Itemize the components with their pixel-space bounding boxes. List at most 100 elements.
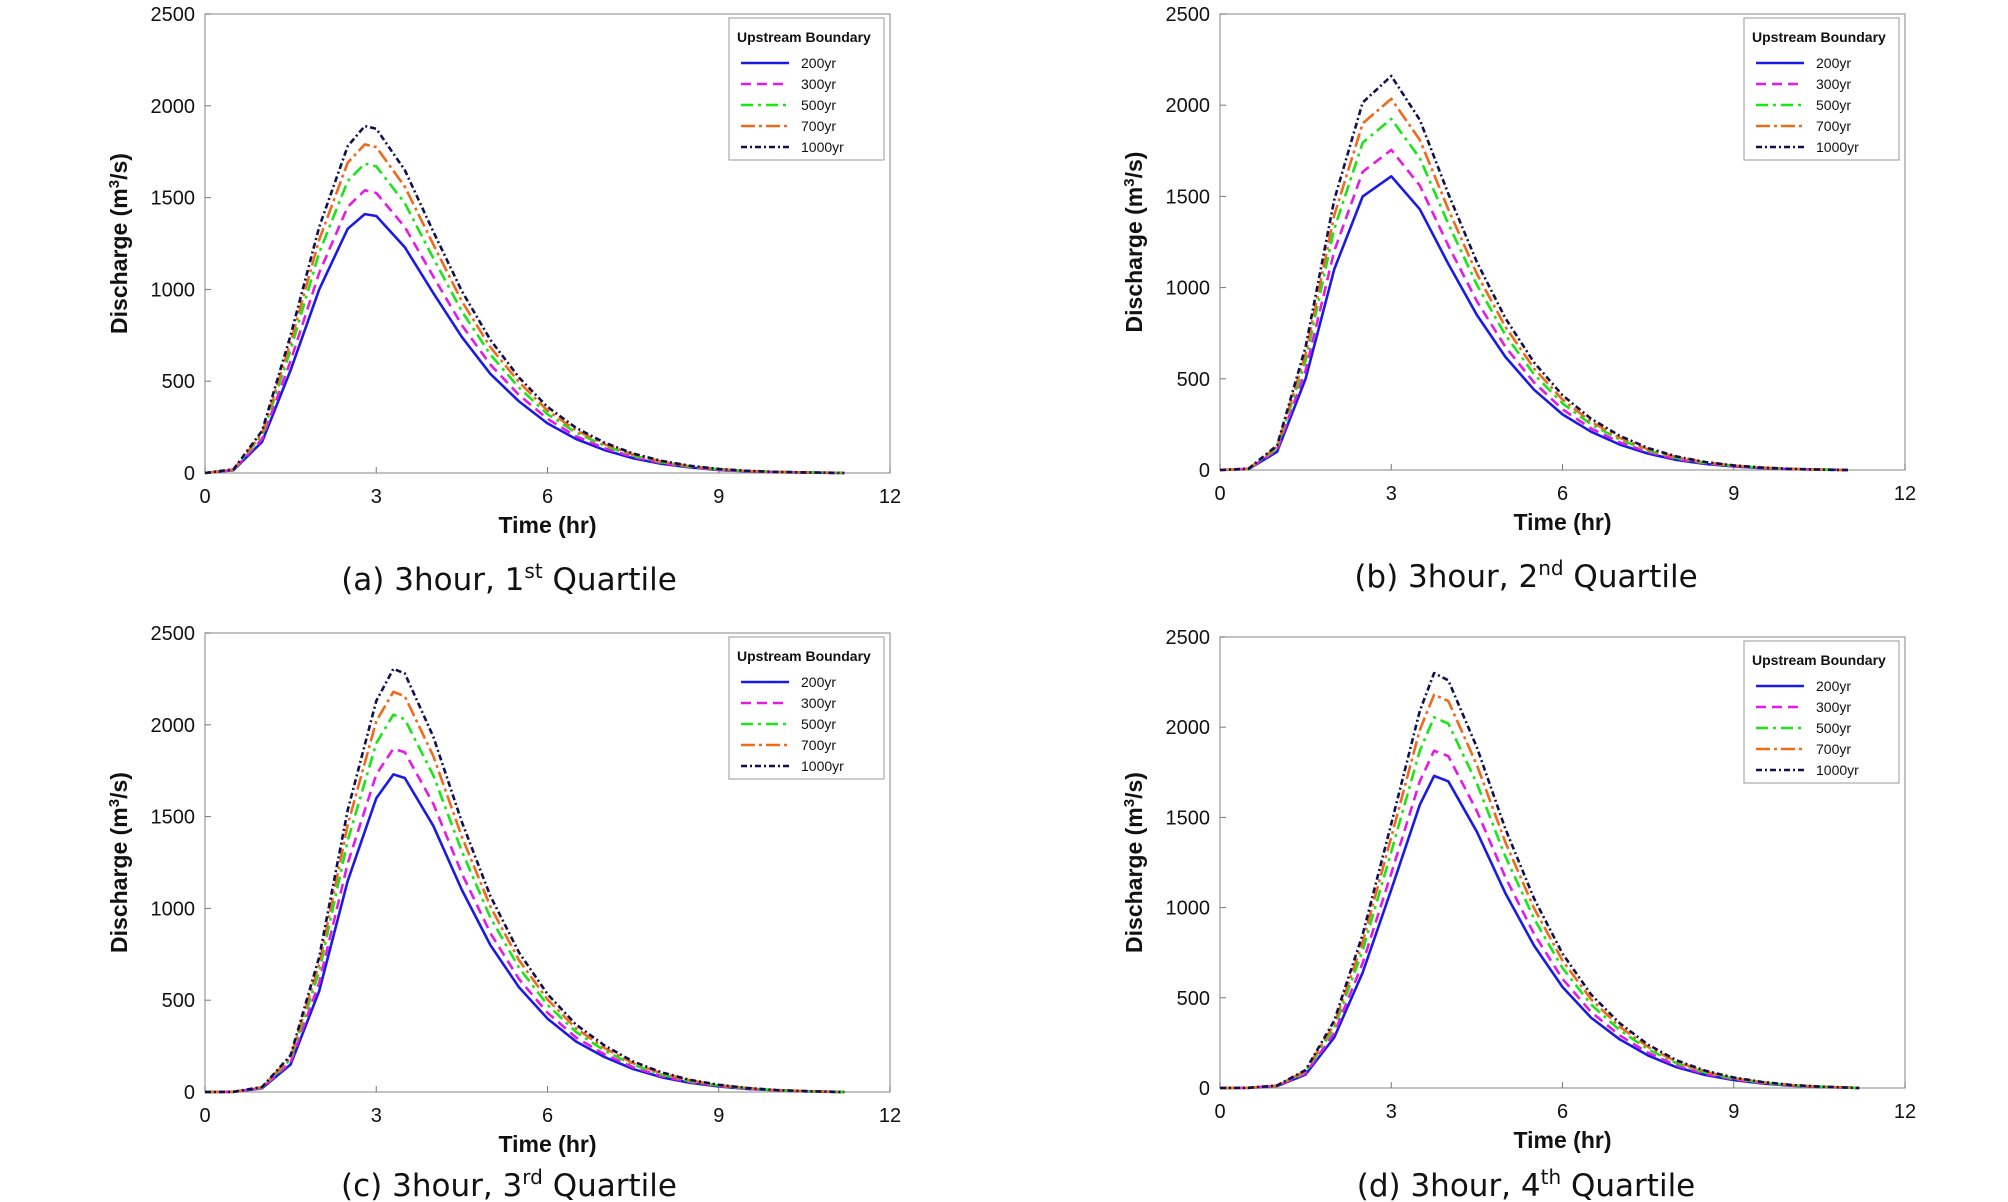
x-tick-label: 12	[879, 486, 901, 508]
legend-label-500yr: 500yr	[801, 97, 836, 113]
caption-suffix: Quartile	[1564, 559, 1698, 595]
legend-title: Upstream Boundary	[737, 29, 871, 45]
legend-label-200yr: 200yr	[801, 674, 836, 690]
legend-label-700yr: 700yr	[801, 737, 836, 753]
y-axis-label-main: Discharge (m	[106, 188, 132, 334]
legend-label-1000yr: 1000yr	[1816, 762, 1859, 778]
y-tick-label: 2500	[1166, 4, 1211, 26]
y-tick-label: 2500	[1166, 627, 1211, 649]
caption-prefix: (a) 3hour, 1	[341, 562, 524, 598]
legend-box	[728, 17, 885, 161]
legend-label-700yr: 700yr	[1816, 118, 1851, 134]
series-line-1000yr	[1219, 671, 1860, 1090]
legend-label-700yr: 700yr	[801, 118, 836, 134]
caption-prefix: (b) 3hour, 2	[1354, 559, 1538, 595]
x-tick-label: 12	[879, 1105, 901, 1127]
caption-suffix: Quartile	[543, 562, 677, 598]
y-tick-label: 0	[1199, 1078, 1210, 1100]
y-tick-label: 0	[184, 1082, 195, 1104]
legend-box	[1743, 640, 1900, 784]
y-axis-label-tail: /s)	[1121, 772, 1147, 799]
legend-label-300yr: 300yr	[801, 695, 836, 711]
y-tick-label: 1500	[1166, 807, 1211, 829]
y-tick-label: 0	[1199, 460, 1210, 482]
chart-panel-1: 0 500 1000 1500 2000 2500 0 3 6 9 12 Time (hr) Disch…	[1121, 4, 1916, 595]
legend: Upstream Boundary 200yr 300yr 500yr 700yr 100…	[728, 17, 885, 161]
y-tick-label: 2000	[1166, 717, 1211, 739]
y-axis-label-main: Discharge (m	[1121, 187, 1147, 333]
chart-panel-0: 0 500 1000 1500 2000 2500 0 3 6 9 12 Time (hr) Disch…	[106, 4, 901, 598]
series-line-300yr	[204, 747, 845, 1094]
y-tick-label: 2000	[1166, 95, 1211, 117]
y-tick-label: 2000	[151, 715, 196, 737]
y-tick-label: 2500	[151, 623, 196, 645]
x-tick-label: 0	[199, 486, 210, 508]
y-tick-label: 1000	[1166, 898, 1211, 920]
y-axis-label-main: Discharge (m	[106, 807, 132, 953]
y-tick-label: 1500	[151, 807, 196, 829]
chart-panel-2: 0 500 1000 1500 2000 2500 0 3 6 9 12 Time (hr) Disch…	[106, 623, 901, 1202]
legend: Upstream Boundary 200yr 300yr 500yr 700yr 100…	[728, 636, 885, 780]
legend-label-1000yr: 1000yr	[801, 758, 844, 774]
series-line-700yr	[204, 143, 845, 475]
y-tick-label: 0	[184, 463, 195, 485]
legend-label-300yr: 300yr	[801, 76, 836, 92]
y-tick-label: 500	[1177, 369, 1210, 391]
y-tick-label: 2500	[151, 4, 196, 26]
caption-prefix: (c) 3hour, 3	[341, 1168, 522, 1202]
panel-caption: (d) 3hour, 4th Quartile	[1357, 1165, 1696, 1202]
legend-title: Upstream Boundary	[1752, 652, 1886, 668]
y-axis-label-main: Discharge (m	[1121, 807, 1147, 953]
x-tick-label: 3	[1386, 1101, 1397, 1123]
x-tick-label: 3	[371, 1105, 382, 1127]
x-axis-label: Time (hr)	[499, 512, 597, 538]
x-tick-label: 6	[1557, 1101, 1568, 1123]
legend: Upstream Boundary 200yr 300yr 500yr 700yr 100…	[1743, 640, 1900, 784]
series-line-500yr	[204, 713, 845, 1094]
x-axis-label: Time (hr)	[499, 1131, 597, 1157]
legend-label-200yr: 200yr	[1816, 678, 1851, 694]
legend-label-1000yr: 1000yr	[801, 139, 844, 155]
legend-label-300yr: 300yr	[1816, 699, 1851, 715]
y-tick-label: 500	[1177, 988, 1210, 1010]
legend-label-700yr: 700yr	[1816, 741, 1851, 757]
panel-caption: (c) 3hour, 3rd Quartile	[341, 1165, 677, 1202]
x-tick-label: 9	[713, 486, 724, 508]
x-tick-label: 6	[542, 1105, 553, 1127]
legend-label-200yr: 200yr	[1816, 55, 1851, 71]
y-axis-label-tail: /s)	[1121, 152, 1147, 179]
chart-panel-3: 0 500 1000 1500 2000 2500 0 3 6 9 12 Time (hr) Disch…	[1121, 627, 1916, 1202]
y-axis-label-sup: 3	[106, 799, 123, 807]
x-axis-label: Time (hr)	[1514, 509, 1612, 535]
y-axis-label: Discharge (m3/s)	[1121, 772, 1147, 953]
y-axis-label: Discharge (m3/s)	[106, 772, 132, 953]
series-line-1000yr	[204, 124, 845, 475]
y-axis-label-sup: 3	[106, 180, 123, 188]
x-tick-label: 0	[1214, 1101, 1225, 1123]
panel-caption: (b) 3hour, 2nd Quartile	[1354, 556, 1697, 595]
y-axis-label-tail: /s)	[106, 772, 132, 799]
legend-label-1000yr: 1000yr	[1816, 139, 1859, 155]
x-tick-label: 9	[713, 1105, 724, 1127]
y-tick-label: 1000	[151, 898, 196, 920]
series-line-1000yr	[1219, 74, 1848, 472]
y-axis-label-sup: 3	[1121, 799, 1138, 807]
caption-suffix: Quartile	[543, 1168, 677, 1202]
panel-caption: (a) 3hour, 1st Quartile	[341, 559, 677, 598]
series-line-700yr	[1219, 97, 1848, 472]
legend-label-500yr: 500yr	[1816, 720, 1851, 736]
y-axis-label: Discharge (m3/s)	[106, 153, 132, 334]
x-tick-label: 12	[1894, 483, 1916, 505]
y-tick-label: 1000	[151, 279, 196, 301]
series-line-1000yr	[204, 667, 845, 1094]
x-tick-label: 3	[1386, 483, 1397, 505]
x-tick-label: 0	[199, 1105, 210, 1127]
legend-title: Upstream Boundary	[737, 648, 871, 664]
legend-title: Upstream Boundary	[1752, 29, 1886, 45]
caption-sup: st	[524, 559, 542, 583]
x-tick-label: 12	[1894, 1101, 1916, 1123]
y-axis-label-tail: /s)	[106, 153, 132, 180]
x-tick-label: 6	[542, 486, 553, 508]
y-tick-label: 1500	[1166, 186, 1211, 208]
